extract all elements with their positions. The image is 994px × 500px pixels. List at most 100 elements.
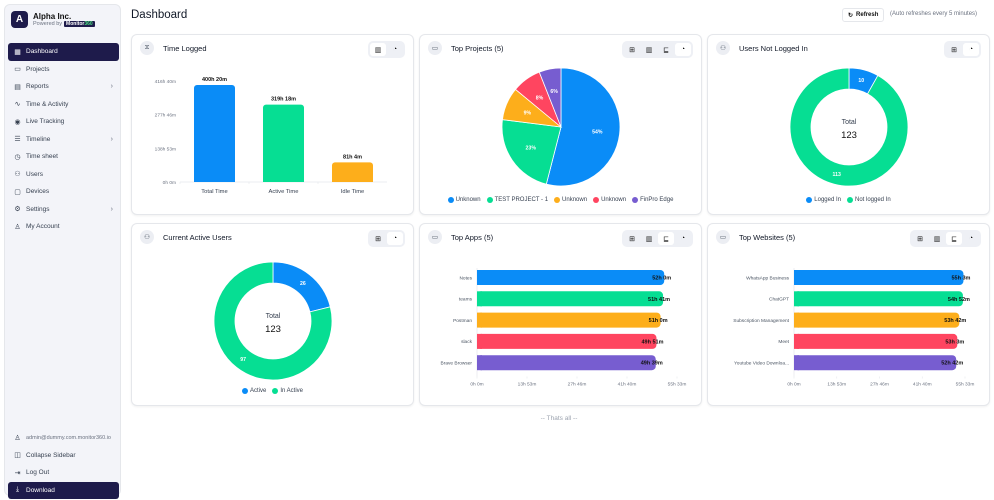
card-title: Users Not Logged In: [739, 43, 808, 53]
sidebar-item-live-tracking[interactable]: ◉ Live Tracking: [8, 113, 119, 131]
legend-label: Unknown: [601, 197, 627, 203]
slice-label: 6%: [550, 89, 558, 95]
table-view-button[interactable]: ⊞: [629, 235, 635, 243]
pie-chart-button[interactable]: ◔: [968, 235, 974, 242]
bar-value-label: 319h 18m: [271, 97, 296, 103]
legend-item[interactable]: Not logged In: [847, 197, 891, 203]
sidebar-icon: ◫: [14, 452, 21, 460]
table-view-button[interactable]: ⊞: [375, 235, 381, 243]
bar-chart-button[interactable]: ▥: [933, 235, 941, 243]
chart-type-toggle: ⊞ ▥ ⊑ ◔: [622, 41, 693, 58]
chevron-right-icon[interactable]: ›: [110, 135, 113, 143]
bar-base: [477, 312, 482, 328]
pie-chart-button[interactable]: ◔: [675, 43, 691, 56]
users-icon: ⚇: [14, 171, 21, 179]
pie-chart-button[interactable]: ◔: [387, 232, 403, 245]
legend-marker: [486, 197, 493, 203]
x-tick-label: 41h 40m: [618, 382, 637, 388]
legend-label: Active: [249, 388, 267, 394]
folder-icon: ▭: [14, 66, 21, 74]
donut-center-value: 123: [841, 130, 857, 141]
y-tick-label: WhatsApp Business: [746, 275, 790, 281]
sidebar-item-time-sheet[interactable]: ◷ Time sheet: [8, 148, 119, 166]
sidebar-item-projects[interactable]: ▭ Projects: [8, 61, 119, 79]
bar-chart-button[interactable]: ▥: [645, 46, 653, 54]
card-time-logged: ⧖ Time Logged ▥ ◔ 0h 0m 138h 53m 277h 46m 41…: [131, 34, 414, 215]
download-button[interactable]: ⤓ Download: [8, 481, 119, 499]
legend-label: Unknown: [562, 197, 588, 203]
refresh-button[interactable]: ↻ Refresh: [842, 8, 885, 22]
horizontal-bar-button[interactable]: ⊑: [663, 46, 669, 54]
monitor-icon: ▢: [14, 188, 21, 196]
sidebar-item-reports[interactable]: ▤ Reports ›: [8, 78, 119, 96]
logo-suffix: 360: [84, 21, 93, 27]
sidebar-item-dashboard[interactable]: ▦ Dashboard: [8, 43, 119, 61]
chevron-right-icon[interactable]: ›: [110, 205, 113, 213]
bar-chart-button[interactable]: ▥: [370, 43, 386, 56]
sidebar-item-users[interactable]: ⚇ Users: [8, 166, 119, 184]
sidebar-item-time-activity[interactable]: ∿ Time & Activity: [8, 96, 119, 114]
legend-item[interactable]: Logged In: [806, 197, 841, 203]
table-view-button[interactable]: ⊞: [917, 235, 923, 243]
table-view-button[interactable]: ⊞: [951, 46, 957, 54]
legend-item[interactable]: In Active: [272, 388, 303, 394]
bar-base: [794, 355, 799, 371]
y-tick-label: Notes: [459, 275, 472, 281]
legend-item[interactable]: Unknown: [447, 197, 481, 203]
legend-item[interactable]: TEST PROJECT - 1: [486, 197, 548, 203]
chart-type-toggle: ⊞ ▥ ⊑ ◔: [622, 230, 693, 247]
logout-button[interactable]: ⇥ Log Out: [8, 464, 119, 482]
sidebar-item-label: Devices: [26, 188, 50, 196]
x-tick-label: 0h 0m: [470, 382, 483, 388]
x-tick-label: Idle Time: [341, 189, 365, 195]
chevron-right-icon[interactable]: ›: [110, 83, 113, 91]
powered-by-text: Powered by: [33, 21, 63, 27]
sidebar-item-settings[interactable]: ⚙ Settings ›: [8, 201, 119, 219]
y-tick-label: Brave Browser: [441, 361, 473, 367]
legend-item[interactable]: Active: [241, 388, 267, 394]
horizontal-bar-button[interactable]: ⊑: [946, 232, 962, 245]
pie-slice: [789, 67, 909, 187]
horizontal-bar-button[interactable]: ⊑: [658, 232, 674, 245]
bar-base: [794, 291, 799, 307]
pie-chart-button[interactable]: ◔: [680, 235, 686, 242]
legend-marker: [272, 388, 279, 394]
slice-label: 113: [833, 172, 841, 178]
bar-value-label: 54h 52m: [948, 297, 970, 303]
y-tick-label: 277h 46m: [155, 113, 176, 119]
sidebar-item-label: Reports: [26, 83, 49, 91]
bar: [263, 104, 304, 182]
slice-label: 54%: [592, 130, 603, 136]
sidebar-item-my-account[interactable]: ♙ My Account: [8, 218, 119, 236]
brand: A Alpha Inc. Powered by Monitor360: [11, 11, 95, 28]
y-tick-label: 416h 40m: [155, 79, 176, 85]
card-title: Time Logged: [163, 43, 207, 53]
table-view-button[interactable]: ⊞: [629, 46, 635, 54]
y-tick-label: teams: [459, 297, 473, 303]
pie-slice: [213, 261, 333, 381]
y-tick-label: Postman: [453, 318, 472, 324]
pie-chart-button[interactable]: ◔: [392, 46, 398, 53]
card-users-not-logged-in: ⚇ Users Not Logged In ⊞ ◔ 10 113 Total 123 L…: [707, 34, 990, 215]
bar-value-label: 51h 41m: [648, 297, 670, 303]
bar-value-label: 55h 3m: [951, 276, 970, 282]
legend-item[interactable]: Unknown: [554, 197, 587, 203]
collapse-sidebar-button[interactable]: ◫ Collapse Sidebar: [8, 447, 119, 465]
legend-item[interactable]: FinPro Edge: [632, 197, 673, 203]
bar-value-label: 81h 4m: [343, 154, 362, 160]
time-logged-chart: 0h 0m 138h 53m 277h 46m 416h 40m 400h 20m Tot…: [155, 77, 387, 195]
active-users-chart: 26 97 Total 123: [213, 261, 333, 381]
sidebar-item-timeline[interactable]: ☰ Timeline ›: [8, 131, 119, 149]
slice-label: 23%: [526, 146, 537, 152]
bar-chart-button[interactable]: ▥: [645, 235, 653, 243]
y-tick-label: Meet: [778, 339, 789, 345]
grid-icon: ▦: [14, 48, 21, 56]
pie-slice: [272, 261, 331, 313]
live-icon: ◉: [14, 118, 21, 126]
sidebar-item-devices[interactable]: ▢ Devices: [8, 183, 119, 201]
sidebar-item-label: Time sheet: [26, 153, 58, 161]
chart-type-toggle: ⊞ ◔: [944, 41, 981, 58]
pie-chart-button[interactable]: ◔: [963, 43, 979, 56]
legend-item[interactable]: Unknown: [593, 197, 626, 203]
gear-icon: ⚙: [14, 206, 21, 214]
